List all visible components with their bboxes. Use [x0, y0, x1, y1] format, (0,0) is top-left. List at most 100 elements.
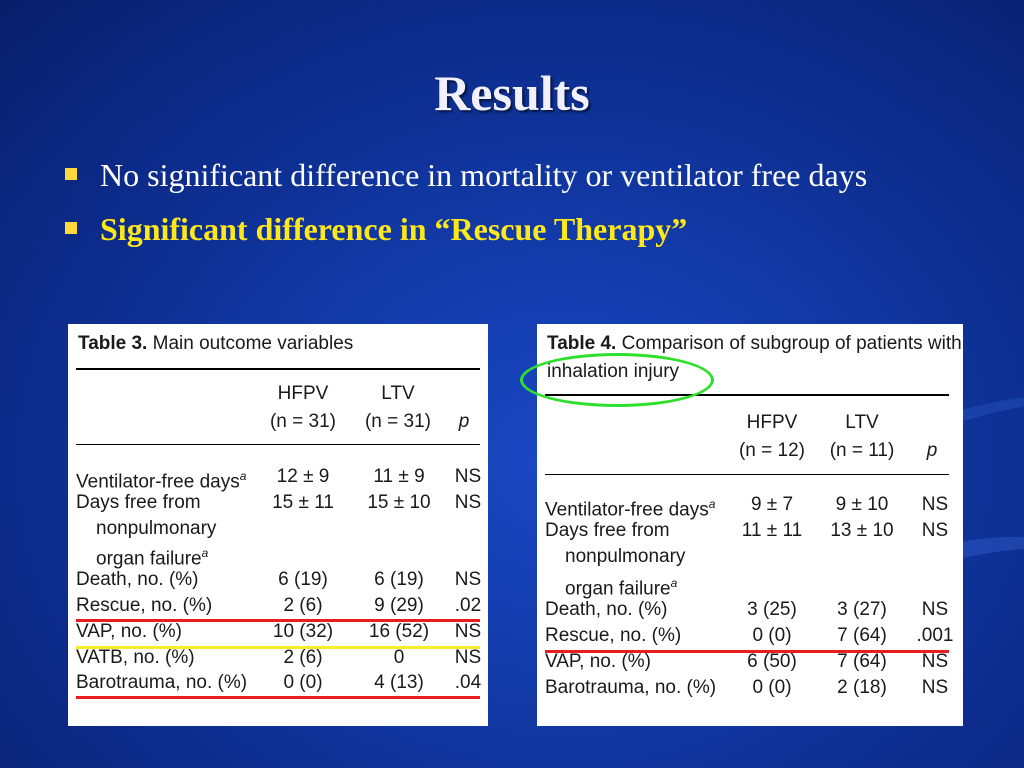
table-row: organ failurea — [545, 571, 949, 599]
cell-p: NS — [454, 646, 482, 668]
cell-p: NS — [921, 651, 949, 673]
cell-hfpv: 3 (25) — [747, 598, 797, 620]
cell-p: NS — [921, 677, 949, 699]
red-underline — [545, 650, 949, 653]
table-row: Days free from 15 ± 11 15 ± 10 NS — [76, 490, 481, 515]
column-header-p: p — [926, 440, 938, 461]
row-label: Death, no. (%) — [545, 598, 668, 620]
column-header-label: LTV — [381, 383, 415, 404]
row-label: Barotrauma, no. (%) — [76, 672, 248, 694]
cell-ltv: 9 (29) — [374, 595, 424, 616]
cell-p: .001 — [916, 625, 954, 646]
cell-p: NS — [921, 494, 949, 515]
table-row: Barotrauma, no. (%) 0 (0) 2 (18) NS — [545, 675, 949, 700]
column-header-hfpv: HFPV (n = 31) — [258, 380, 348, 436]
cell-ltv: 13 ± 10 — [830, 520, 894, 542]
table-row: Rescue, no. (%) 0 (0) 7 (64) .001 — [545, 623, 953, 648]
yellow-underline — [76, 646, 480, 649]
green-highlight-circle — [520, 353, 714, 407]
bullet-text: Significant difference in “Rescue Therap… — [100, 211, 688, 247]
table-rule — [545, 394, 949, 396]
table-caption-number: Table 4. — [547, 333, 617, 354]
column-header-label: HFPV — [277, 383, 329, 404]
cell-ltv: 16 (52) — [368, 620, 430, 642]
bullet-item: Significant difference in “Rescue Therap… — [60, 206, 960, 252]
cell-hfpv: 0 (0) — [752, 625, 792, 646]
cell-hfpv: 11 ± 11 — [741, 520, 803, 542]
cell-hfpv: 0 (0) — [752, 677, 792, 699]
cell-ltv: 11 ± 9 — [373, 466, 425, 487]
cell-hfpv: 15 ± 11 — [272, 491, 334, 513]
footnote-marker: a — [708, 497, 716, 511]
row-label: VATB, no. (%) — [76, 646, 195, 668]
table-row: Days free from 11 ± 11 13 ± 10 NS — [545, 518, 949, 543]
bullet-text: No significant difference in mortality o… — [100, 157, 868, 193]
cell-ltv: 4 (13) — [374, 672, 424, 694]
table-rule — [76, 444, 480, 445]
row-label: Rescue, no. (%) — [545, 625, 682, 646]
column-header-ltv: LTV (n = 31) — [353, 380, 443, 436]
column-header-n: (n = 31) — [364, 411, 431, 432]
table-row: nonpulmonary — [76, 516, 480, 541]
cell-ltv: 9 ± 10 — [835, 494, 889, 515]
row-label: Rescue, no. (%) — [76, 595, 213, 616]
cell-p: .02 — [454, 595, 482, 616]
table-rule — [545, 474, 949, 475]
table-row: organ failurea — [76, 541, 480, 569]
footnote-marker: a — [239, 469, 247, 483]
cell-ltv: 0 — [393, 646, 405, 668]
row-label: Ventilator-free daysa — [545, 497, 716, 521]
cell-ltv: 6 (19) — [374, 569, 424, 591]
column-header-n: (n = 31) — [269, 411, 336, 432]
row-label: VAP, no. (%) — [545, 651, 651, 673]
column-header-label: HFPV — [746, 412, 798, 433]
bullet-list: No significant difference in mortality o… — [60, 152, 960, 252]
table-row: Ventilator-free daysa 9 ± 7 9 ± 10 NS — [545, 492, 949, 520]
square-bullet-icon — [65, 222, 77, 234]
cell-ltv: 3 (27) — [837, 598, 887, 620]
row-label: nonpulmonary — [96, 517, 217, 539]
cell-hfpv: 10 (32) — [272, 620, 334, 642]
row-label: Barotrauma, no. (%) — [545, 677, 717, 699]
cell-ltv: 7 (64) — [837, 651, 887, 673]
bullet-item: No significant difference in mortality o… — [60, 152, 960, 198]
table-caption-text: Main outcome variables — [152, 333, 354, 354]
table-row: VAP, no. (%) 10 (32) 16 (52) NS — [76, 619, 481, 644]
cell-hfpv: 9 ± 7 — [750, 494, 794, 515]
table-row: VATB, no. (%) 2 (6) 0 NS — [76, 645, 481, 670]
row-label: Ventilator-free daysa — [76, 469, 247, 493]
table-row: Death, no. (%) 3 (25) 3 (27) NS — [545, 597, 949, 622]
row-label: Days free from — [76, 491, 201, 513]
footnote-marker: a — [201, 546, 209, 561]
table-row: VAP, no. (%) 6 (50) 7 (64) NS — [545, 649, 949, 674]
cell-hfpv: 6 (50) — [747, 651, 797, 673]
cell-hfpv: 2 (6) — [283, 595, 323, 616]
red-underline — [76, 619, 480, 622]
cell-p: NS — [454, 620, 482, 642]
cell-hfpv: 6 (19) — [278, 569, 328, 591]
cell-p: NS — [921, 520, 949, 542]
cell-ltv: 15 ± 10 — [367, 491, 431, 513]
table-rule — [76, 368, 480, 370]
cell-p: NS — [454, 569, 482, 591]
table-caption-number: Table 3. — [78, 333, 148, 354]
row-label: nonpulmonary — [565, 546, 686, 568]
column-header-p: p — [458, 411, 470, 432]
table-caption: Table 3. Main outcome variables — [78, 330, 353, 358]
row-label: Days free from — [545, 520, 670, 542]
cell-p: NS — [454, 466, 482, 487]
row-label: organ failurea — [565, 575, 678, 599]
cell-ltv: 2 (18) — [837, 677, 887, 699]
table-row: nonpulmonary — [545, 544, 949, 569]
column-header-ltv: LTV (n = 11) — [817, 409, 907, 465]
cell-hfpv: 2 (6) — [283, 646, 323, 668]
cell-p: NS — [454, 491, 482, 513]
column-header-n: (n = 12) — [738, 440, 805, 461]
slide-title: Results — [434, 65, 590, 121]
table-caption-text: Comparison of subgroup of patients with — [621, 333, 962, 354]
table-row: Barotrauma, no. (%) 0 (0) 4 (13) .04 — [76, 670, 481, 695]
footnote-marker: a — [670, 575, 678, 590]
row-label: VAP, no. (%) — [76, 620, 182, 642]
column-header-label: LTV — [845, 412, 879, 433]
table-row: Rescue, no. (%) 2 (6) 9 (29) .02 — [76, 593, 481, 618]
